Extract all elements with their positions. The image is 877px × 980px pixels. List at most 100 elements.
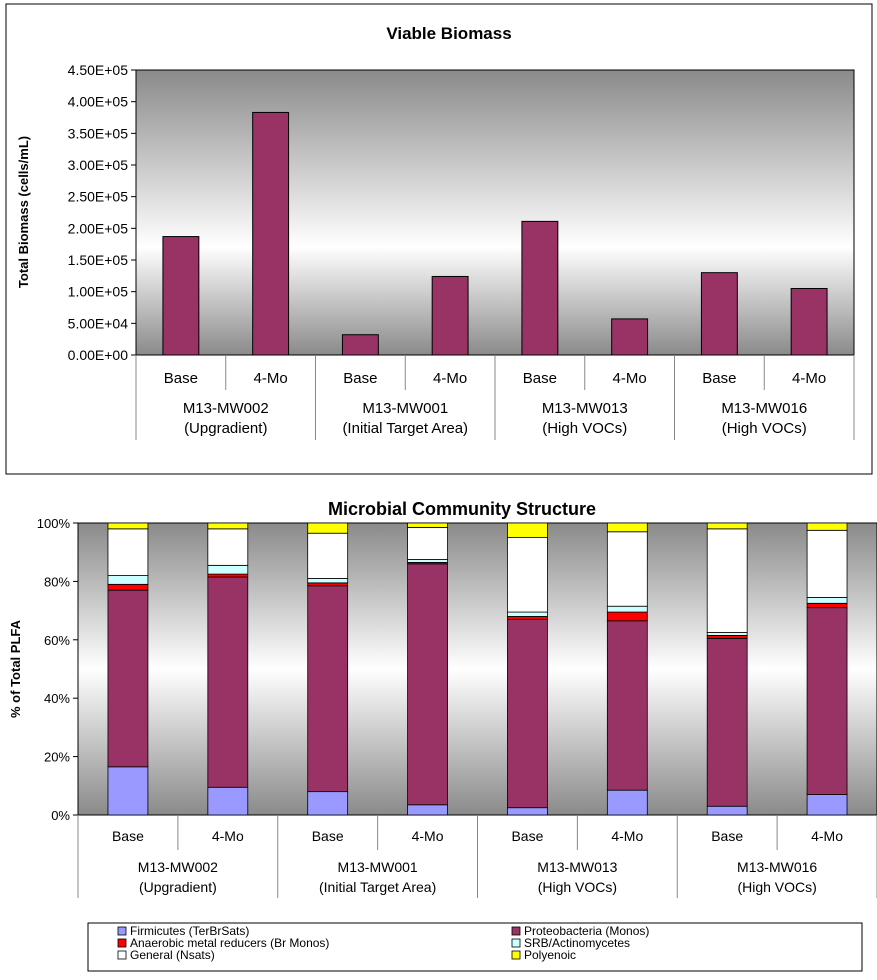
bar-segment: [706, 528, 748, 633]
community-legend-items: Firmicutes (TerBrSats) Proteobacteria (Mo…: [117, 924, 649, 962]
x-group-label: M13-MW013: [542, 400, 628, 417]
biomass-plot-area: [135, 69, 855, 356]
bar-segment: [507, 611, 548, 617]
legend-label: Anaerobic metal reducers (Br Monos): [130, 936, 329, 950]
bar-segment: [706, 637, 748, 807]
x-category-label: 4-Mo: [792, 370, 826, 387]
bar: [521, 220, 559, 356]
bar-segment: [307, 522, 349, 534]
bar: [790, 288, 828, 356]
bar-segment: [806, 597, 848, 604]
bar-segment: [507, 522, 548, 539]
x-group-label: M13-MW016: [721, 400, 807, 417]
x-group-label: M13-MW002: [183, 400, 269, 417]
legend-label: Polyenoic: [524, 948, 576, 962]
x-group-sublabel: (Upgradient): [184, 420, 267, 437]
y-tick-label: 3.00E+05: [68, 157, 129, 173]
community-x-axis: Base 4-Mo Base 4-Mo Base 4-Mo Base 4-Mo M13-MW00…: [77, 815, 877, 898]
bar-segment: [806, 607, 848, 795]
x-category-label: Base: [343, 370, 377, 387]
legend-swatch: [511, 950, 521, 960]
bar-segment: [407, 804, 448, 816]
bar-segment: [806, 522, 848, 531]
legend-swatch: [511, 926, 521, 936]
x-group-sublabel: (Upgradient): [139, 879, 217, 895]
bar-segment: [507, 616, 548, 620]
bar: [700, 272, 738, 356]
bar-segment: [307, 791, 349, 816]
y-tick-label: 80%: [44, 574, 70, 589]
legend-label: SRB/Actinomycetes: [524, 936, 630, 950]
bar-segment: [207, 528, 249, 566]
x-category-label: 4-Mo: [613, 370, 647, 387]
bar-segment: [606, 611, 648, 622]
bar-segment: [606, 531, 648, 607]
y-tick-label: 4.00E+05: [68, 94, 129, 110]
x-category-label: Base: [511, 828, 543, 844]
bar-segment: [407, 522, 448, 528]
community-chart-title: Microbial Community Structure: [328, 499, 596, 519]
community-plot-area: [77, 522, 877, 816]
x-category-label: Base: [312, 828, 344, 844]
y-tick-label: 1.50E+05: [68, 252, 129, 268]
x-group-sublabel: (Initial Target Area): [319, 879, 436, 895]
bar: [162, 236, 200, 356]
bar-segment: [806, 529, 848, 598]
bar-segment: [806, 794, 848, 816]
x-group-label: M13-MW013: [537, 859, 617, 875]
bar-segment: [107, 589, 149, 768]
bar-segment: [606, 620, 648, 791]
x-category-label: 4-Mo: [212, 828, 244, 844]
bar-segment: [307, 578, 349, 584]
legend-swatch: [117, 938, 127, 948]
bar: [252, 111, 290, 356]
legend-swatch: [117, 950, 127, 960]
bar-segment: [107, 583, 149, 591]
legend-label: Proteobacteria (Monos): [524, 924, 649, 938]
y-tick-label: 3.50E+05: [68, 125, 129, 141]
bar-segment: [107, 766, 149, 816]
y-tick-label: 2.50E+05: [68, 189, 129, 205]
x-group-sublabel: (High VOCs): [542, 420, 627, 437]
y-tick-label: 0.00E+00: [68, 347, 129, 363]
bar-segment: [507, 537, 548, 613]
x-category-label: 4-Mo: [412, 828, 444, 844]
bar-segment: [706, 805, 748, 816]
legend-swatch: [511, 938, 521, 948]
y-tick-label: 0%: [51, 808, 70, 823]
bar-segment: [806, 602, 848, 609]
bar-segment: [107, 575, 149, 585]
bar: [431, 275, 469, 356]
x-group-label: M13-MW016: [737, 859, 817, 875]
y-tick-label: 40%: [44, 691, 70, 706]
bar-segment: [107, 528, 149, 576]
bar-segment: [706, 632, 748, 636]
biomass-y-ticks: 0.00E+00 5.00E+04 1.00E+05 1.50E+05 2.00E+05…: [68, 62, 136, 363]
x-category-label: Base: [164, 370, 198, 387]
bar-segment: [207, 522, 249, 530]
x-group-sublabel: (High VOCs): [737, 879, 816, 895]
bar-segment: [407, 563, 448, 806]
community-y-axis-label: % of Total PLFA: [8, 619, 23, 718]
x-category-label: Base: [711, 828, 743, 844]
bar-segment: [606, 522, 648, 533]
bar-segment: [307, 585, 349, 793]
x-group-sublabel: (High VOCs): [722, 420, 807, 437]
legend-label: General (Nsats): [130, 948, 215, 962]
x-group-label: M13-MW001: [362, 400, 448, 417]
x-category-label: 4-Mo: [433, 370, 467, 387]
bar-segment: [207, 576, 249, 788]
bar-segment: [606, 605, 648, 613]
x-category-label: Base: [523, 370, 557, 387]
bar-segment: [107, 522, 149, 530]
x-group-label: M13-MW001: [338, 859, 418, 875]
community-legend: [87, 922, 863, 972]
biomass-x-axis: Base 4-Mo Base 4-Mo Base 4-Mo Base 4-Mo M13-MW00…: [135, 355, 855, 440]
bar-segment: [606, 789, 648, 816]
bar-segment: [207, 573, 249, 578]
y-tick-label: 4.50E+05: [68, 62, 129, 78]
biomass-bars: [162, 111, 828, 356]
bar-segment: [507, 807, 548, 816]
legend-label: Firmicutes (TerBrSats): [130, 924, 249, 938]
